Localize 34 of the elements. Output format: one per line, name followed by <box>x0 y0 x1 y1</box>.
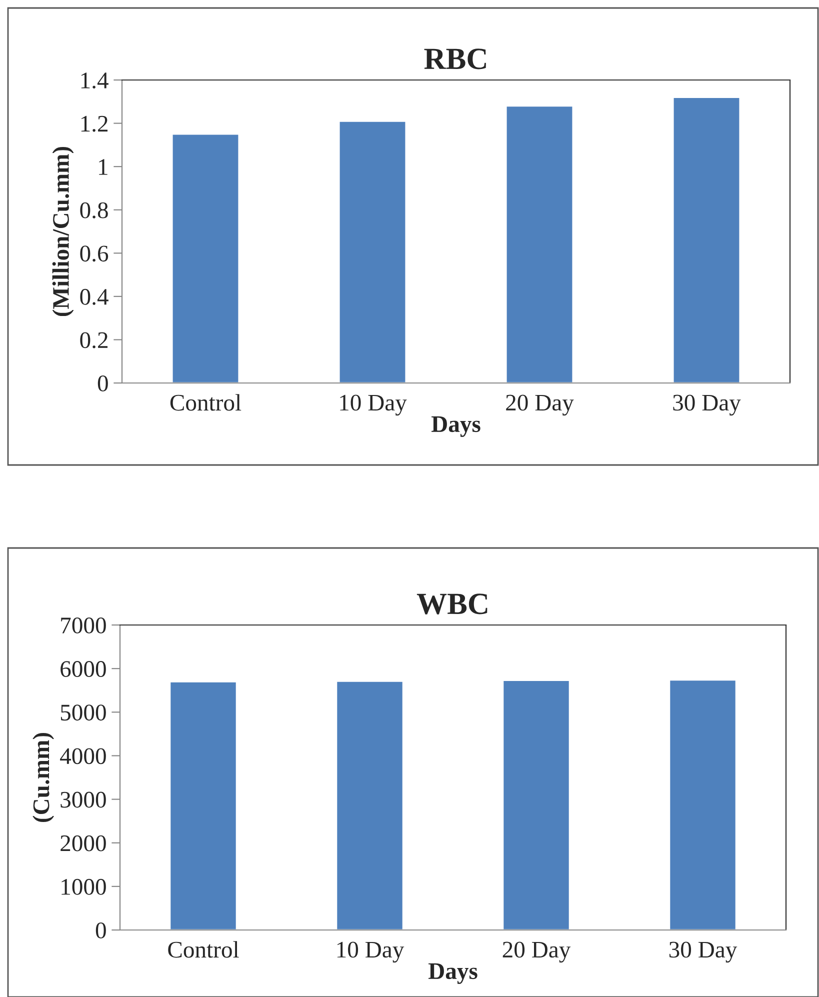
x-tick-label: Control <box>170 394 242 411</box>
y-tick-label: 2000 <box>60 835 106 852</box>
bar <box>171 133 240 383</box>
y-tick-label: 5000 <box>60 704 106 721</box>
y-tick-label: 1.4 <box>81 72 108 89</box>
y-tick-label: 7000 <box>61 617 106 634</box>
y-axis-title: (Cu.mm) <box>32 732 54 822</box>
x-tick-label: 30 Day <box>673 394 741 416</box>
y-tick-label: 1.2 <box>81 116 108 132</box>
y-tick-label: 6000 <box>60 661 106 677</box>
y-tick-label: 0 <box>96 922 106 938</box>
y-tick-label: 3000 <box>60 792 106 808</box>
bar <box>505 105 574 383</box>
bar <box>672 96 741 383</box>
x-tick-label: 20 Day <box>502 942 571 963</box>
y-tick-label: 0.2 <box>80 332 108 348</box>
y-axis-title: (Million/Cu.mm) <box>52 146 74 316</box>
y-tick-label: 0.4 <box>80 288 108 305</box>
bar <box>338 120 407 383</box>
y-tick-label: 4000 <box>60 748 106 764</box>
x-tick-label: 10 Day <box>337 942 404 963</box>
y-tick-label: 1 <box>99 159 108 175</box>
x-tick-label: 20 Day <box>506 394 574 416</box>
chart-title: WBC <box>416 594 488 614</box>
x-tick-label: Control <box>168 941 239 958</box>
y-tick-label: 1000 <box>62 878 106 895</box>
x-tick-label: 30 Day <box>669 942 738 963</box>
x-tick-label: 10 Day <box>340 394 407 416</box>
y-tick-label: 0.8 <box>80 202 108 218</box>
y-tick-label: 0.6 <box>80 246 108 262</box>
y-tick-label: 0 <box>98 375 108 392</box>
chart-title: RBC <box>424 48 486 70</box>
x-axis-title: Days <box>428 963 478 984</box>
x-axis-title: Days <box>431 416 480 437</box>
